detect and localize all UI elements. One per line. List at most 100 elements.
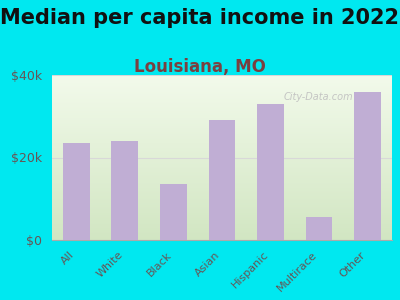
Bar — [52, 82, 392, 83]
Bar — [52, 186, 392, 187]
Bar — [52, 229, 392, 230]
Bar — [52, 206, 392, 207]
Bar — [52, 237, 392, 238]
Bar — [52, 151, 392, 152]
Bar — [52, 200, 392, 201]
Bar — [52, 104, 392, 105]
Bar — [52, 137, 392, 138]
Bar — [52, 221, 392, 222]
Bar — [52, 112, 392, 113]
Bar — [52, 204, 392, 205]
Bar — [52, 176, 392, 177]
Bar — [52, 169, 392, 170]
Bar — [52, 157, 392, 158]
Bar — [52, 150, 392, 151]
Bar — [112, 141, 138, 240]
Bar — [52, 182, 392, 183]
Bar — [52, 184, 392, 185]
Bar — [52, 165, 392, 166]
Bar — [52, 216, 392, 217]
Bar — [52, 190, 392, 191]
Bar — [63, 143, 90, 240]
Bar — [52, 115, 392, 116]
Bar — [52, 172, 392, 173]
Text: City-Data.com: City-Data.com — [283, 92, 353, 101]
Bar — [52, 179, 392, 180]
Bar — [52, 108, 392, 109]
Bar — [52, 194, 392, 195]
Bar — [52, 215, 392, 216]
Bar — [52, 113, 392, 114]
Bar — [52, 161, 392, 162]
Bar — [52, 163, 392, 164]
Bar — [52, 124, 392, 125]
Bar — [52, 235, 392, 236]
Bar — [52, 223, 392, 224]
Bar — [52, 218, 392, 219]
Bar — [52, 195, 392, 196]
Bar — [52, 155, 392, 156]
Bar — [52, 239, 392, 240]
Bar — [52, 197, 392, 198]
Bar — [52, 164, 392, 165]
Bar — [52, 81, 392, 82]
Bar — [52, 134, 392, 135]
Bar — [52, 152, 392, 153]
Bar — [52, 121, 392, 122]
Bar — [52, 75, 392, 76]
Bar — [52, 119, 392, 120]
Bar — [52, 208, 392, 209]
Bar — [52, 80, 392, 81]
Bar — [52, 126, 392, 127]
Bar — [52, 211, 392, 212]
Bar — [257, 104, 284, 240]
Bar — [52, 214, 392, 215]
Bar — [52, 148, 392, 149]
Bar — [52, 230, 392, 231]
Bar — [52, 107, 392, 108]
Bar — [52, 168, 392, 169]
Bar — [52, 95, 392, 96]
Bar — [52, 123, 392, 124]
Bar — [52, 226, 392, 227]
Bar — [52, 220, 392, 221]
Bar — [52, 128, 392, 129]
Bar — [52, 116, 392, 117]
Bar — [52, 130, 392, 131]
Bar — [52, 135, 392, 136]
Bar — [52, 222, 392, 223]
Bar — [160, 184, 187, 240]
Bar — [52, 159, 392, 160]
Bar — [52, 167, 392, 168]
Bar — [52, 192, 392, 193]
Bar — [52, 146, 392, 147]
Bar — [52, 140, 392, 141]
Bar — [52, 196, 392, 197]
Bar — [52, 162, 392, 163]
Bar — [52, 153, 392, 154]
Bar — [52, 188, 392, 189]
Bar — [52, 78, 392, 79]
Bar — [52, 219, 392, 220]
Bar — [52, 158, 392, 159]
Bar — [52, 217, 392, 218]
Bar — [52, 227, 392, 228]
Bar — [52, 171, 392, 172]
Bar — [52, 129, 392, 130]
Bar — [52, 93, 392, 94]
Bar — [52, 83, 392, 84]
Bar — [52, 147, 392, 148]
Bar — [52, 141, 392, 142]
Bar — [52, 122, 392, 123]
Bar — [52, 207, 392, 208]
Bar — [52, 144, 392, 145]
Bar — [52, 125, 392, 126]
Bar — [306, 217, 332, 240]
Bar — [52, 189, 392, 190]
Bar — [52, 79, 392, 80]
Bar — [52, 105, 392, 106]
Bar — [52, 145, 392, 146]
Bar — [52, 225, 392, 226]
Bar — [52, 101, 392, 102]
Bar — [52, 154, 392, 155]
